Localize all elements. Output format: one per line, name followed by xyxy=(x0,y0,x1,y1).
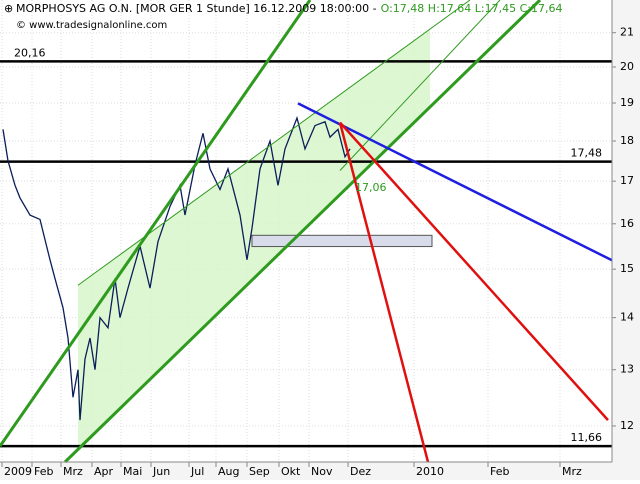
y-tick-label: 20 xyxy=(620,60,634,73)
x-tick-label: 2010 xyxy=(416,465,444,478)
x-tick-label: Feb xyxy=(490,465,509,478)
trend-line xyxy=(63,0,542,464)
x-tick-label: Mrz xyxy=(562,465,582,478)
x-tick-label: Feb xyxy=(34,465,53,478)
zone xyxy=(251,234,433,248)
y-tick-label: 17 xyxy=(620,174,634,187)
source: © www.tradesignalonline.com xyxy=(16,20,167,31)
y-tick-label: 12 xyxy=(620,419,634,432)
x-tick-label: 2009 xyxy=(4,465,32,478)
trend-line xyxy=(77,0,471,286)
x-tick-label: Sep xyxy=(249,465,270,478)
chart-title: MORPHOSYS AG O.N. [MOR GER 1 Stunde] 16.… xyxy=(16,2,377,15)
y-tick-label: 19 xyxy=(620,96,634,109)
y-tick-label: 21 xyxy=(620,26,634,39)
trend-line xyxy=(339,121,609,421)
annotation: 17,06 xyxy=(355,181,387,194)
y-tick-label: 18 xyxy=(620,134,634,147)
x-tick-label: Mrz xyxy=(63,465,83,478)
level-label: 17,48 xyxy=(571,147,603,160)
x-tick-label: Apr xyxy=(94,465,114,478)
trend-line xyxy=(338,122,430,463)
trend-line xyxy=(0,0,312,448)
level-label: 11,66 xyxy=(571,431,603,444)
x-tick-label: Dez xyxy=(350,465,371,478)
ohlc: O:17,48 H:17,64 L:17,45 C:17,64 xyxy=(381,2,563,15)
price-line xyxy=(2,115,351,421)
x-tick-label: Jun xyxy=(152,465,170,478)
y-tick-label: 13 xyxy=(620,363,634,376)
y-tick-label: 14 xyxy=(620,311,634,324)
x-tick-label: Aug xyxy=(218,465,239,478)
x-axis-panel xyxy=(0,462,640,480)
y-tick-label: 15 xyxy=(620,262,634,275)
x-tick-label: Jul xyxy=(190,465,204,478)
y-axis-panel xyxy=(612,0,640,480)
title-icon: ⊕ xyxy=(4,2,13,15)
level-label: 20,16 xyxy=(14,46,46,59)
trend-line xyxy=(297,102,613,262)
trend-line xyxy=(339,0,501,171)
x-tick-label: Nov xyxy=(311,465,333,478)
y-tick-label: 16 xyxy=(620,217,634,230)
x-tick-label: Okt xyxy=(281,465,301,478)
x-tick-label: Mai xyxy=(123,465,142,478)
